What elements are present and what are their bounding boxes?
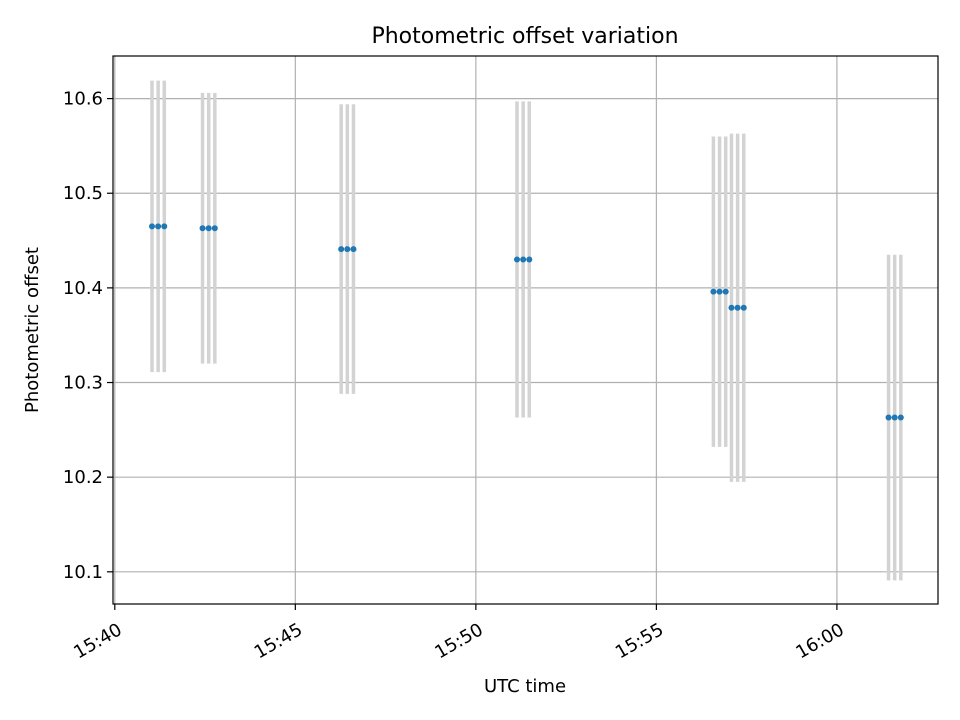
y-axis-label: Photometric offset bbox=[22, 247, 43, 413]
y-tick-label: 10.6 bbox=[63, 89, 103, 110]
data-points bbox=[148, 223, 904, 421]
y-tick-label: 10.1 bbox=[63, 562, 103, 583]
y-tick-label: 10.2 bbox=[63, 467, 103, 488]
data-point bbox=[205, 225, 212, 232]
data-point bbox=[891, 414, 898, 421]
y-tick-label: 10.4 bbox=[63, 278, 103, 299]
data-point bbox=[514, 256, 521, 263]
grid-lines bbox=[113, 56, 938, 604]
data-point bbox=[734, 304, 741, 311]
data-point bbox=[740, 304, 747, 311]
y-tick-label: 10.3 bbox=[63, 373, 103, 394]
data-point bbox=[338, 246, 345, 253]
plot-frame bbox=[112, 55, 939, 605]
data-point bbox=[350, 246, 357, 253]
data-point bbox=[728, 304, 735, 311]
data-point bbox=[199, 225, 206, 232]
data-point bbox=[722, 288, 729, 295]
data-point bbox=[710, 288, 717, 295]
data-point bbox=[161, 223, 168, 230]
data-point bbox=[155, 223, 162, 230]
data-point bbox=[716, 288, 723, 295]
x-axis-label: UTC time bbox=[484, 676, 566, 697]
data-point bbox=[897, 414, 904, 421]
data-point bbox=[520, 256, 527, 263]
chart-title: Photometric offset variation bbox=[371, 24, 678, 49]
y-tick-label: 10.5 bbox=[63, 183, 103, 204]
data-point bbox=[344, 246, 351, 253]
data-point bbox=[148, 223, 155, 230]
data-point bbox=[211, 225, 218, 232]
data-point bbox=[885, 414, 892, 421]
data-point bbox=[526, 256, 533, 263]
y-axis-ticks: 10.1 10.2 10.3 10.4 10.5 10.6 bbox=[63, 89, 113, 583]
